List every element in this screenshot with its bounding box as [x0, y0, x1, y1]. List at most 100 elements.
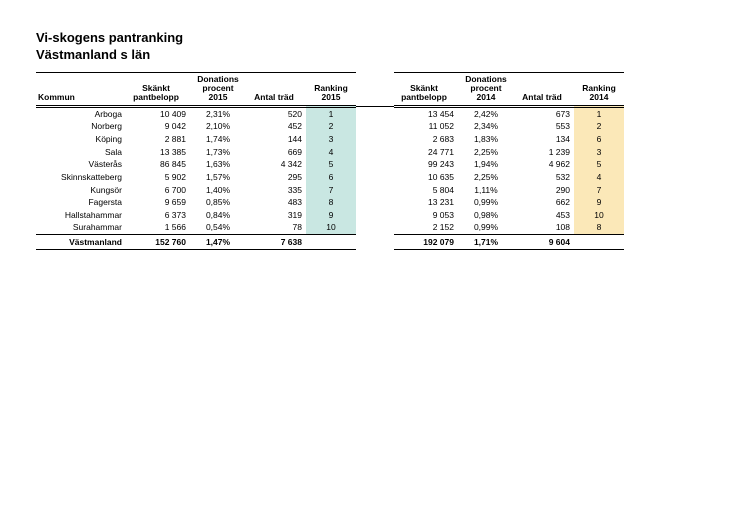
table-row: Köping2 8811,74%14432 6831,83%1346	[36, 133, 624, 146]
cell: 2,10%	[190, 120, 246, 133]
cell: 662	[514, 196, 574, 209]
cell: 9 053	[394, 209, 458, 222]
cell: 2	[574, 120, 624, 133]
ranking-table: Kommun Skänktpantbelopp Donationsprocent…	[36, 72, 624, 250]
cell: 9	[306, 209, 356, 222]
cell: 335	[246, 184, 306, 197]
cell: 99 243	[394, 158, 458, 171]
cell: 4	[306, 146, 356, 159]
cell: 2 881	[126, 133, 190, 146]
cell: Fagersta	[36, 196, 126, 209]
hdr-kommun: Kommun	[36, 72, 126, 106]
cell	[356, 221, 394, 234]
cell: Sala	[36, 146, 126, 159]
cell: 2,34%	[458, 120, 514, 133]
cell: 1,94%	[458, 158, 514, 171]
total-pant15: 152 760	[126, 235, 190, 250]
cell: 86 845	[126, 158, 190, 171]
cell: 0,85%	[190, 196, 246, 209]
table-row: Västerås86 8451,63%4 342 5 99 2431,94%4 96…	[36, 158, 624, 171]
hdr-pant-2014: Skänktpantbelopp	[394, 72, 458, 106]
total-rank14	[574, 235, 624, 250]
cell: 9 659	[126, 196, 190, 209]
cell	[356, 120, 394, 133]
cell: Köping	[36, 133, 126, 146]
cell: 7	[306, 184, 356, 197]
cell: Västerås	[36, 158, 126, 171]
title-line1: Vi-skogens pantranking	[36, 30, 183, 45]
cell	[356, 133, 394, 146]
cell: 0,99%	[458, 196, 514, 209]
cell	[356, 171, 394, 184]
hdr-rank-2015: Ranking2015	[306, 72, 356, 106]
cell: 319	[246, 209, 306, 222]
page-title: Vi-skogens pantranking Västmanland s län	[36, 30, 710, 64]
total-proc15: 1,47%	[190, 235, 246, 250]
cell: 108	[514, 221, 574, 234]
cell: 0,98%	[458, 209, 514, 222]
cell: Arboga	[36, 106, 126, 120]
cell: Hallstahammar	[36, 209, 126, 222]
cell: 10	[574, 209, 624, 222]
title-line2: Västmanland s län	[36, 47, 150, 62]
cell	[356, 184, 394, 197]
cell: 520	[246, 106, 306, 120]
table-row: Fagersta9 6590,85%483813 2310,99%6629	[36, 196, 624, 209]
cell: 5 804	[394, 184, 458, 197]
cell: 1,73%	[190, 146, 246, 159]
hdr-trad-2015: Antal träd	[246, 72, 306, 106]
total-proc14: 1,71%	[458, 235, 514, 250]
cell: 6 373	[126, 209, 190, 222]
cell: 9 042	[126, 120, 190, 133]
cell: 532	[514, 171, 574, 184]
cell: 10 635	[394, 171, 458, 184]
table-row: Norberg9 0422,10%452211 0522,34%5532	[36, 120, 624, 133]
col-gap	[356, 72, 394, 106]
hdr-proc-2015: Donationsprocent2015	[190, 72, 246, 106]
cell: 2,31%	[190, 106, 246, 120]
cell: 669	[246, 146, 306, 159]
total-rank15	[306, 235, 356, 250]
cell: 1	[306, 106, 356, 120]
cell: 10	[306, 221, 356, 234]
table-row: Skinnskatteberg5 9021,57%295610 6352,25%…	[36, 171, 624, 184]
total-kommun: Västmanland	[36, 235, 126, 250]
cell: 3	[306, 133, 356, 146]
cell: 1,11%	[458, 184, 514, 197]
cell	[356, 196, 394, 209]
cell: 483	[246, 196, 306, 209]
table-row: Kungsör6 7001,40%33575 8041,11%2907	[36, 184, 624, 197]
table-body: Arboga10 4092,31%520113 4542,42%6731Norb…	[36, 106, 624, 234]
hdr-rank-2014: Ranking2014	[574, 72, 624, 106]
cell: 1,63%	[190, 158, 246, 171]
total-trad15: 7 638	[246, 235, 306, 250]
cell: 1,83%	[458, 133, 514, 146]
cell: 0,84%	[190, 209, 246, 222]
cell: 1,40%	[190, 184, 246, 197]
cell: 0,99%	[458, 221, 514, 234]
cell: 11 052	[394, 120, 458, 133]
cell: 78	[246, 221, 306, 234]
cell: 13 231	[394, 196, 458, 209]
cell: 4 342	[246, 158, 306, 171]
cell: 1,74%	[190, 133, 246, 146]
cell: 2,25%	[458, 146, 514, 159]
cell: 290	[514, 184, 574, 197]
cell: 4 962	[514, 158, 574, 171]
cell: 553	[514, 120, 574, 133]
cell: 6	[574, 133, 624, 146]
total-pant14: 192 079	[394, 235, 458, 250]
cell: 1 239	[514, 146, 574, 159]
cell: 452	[246, 120, 306, 133]
cell	[356, 209, 394, 222]
cell: 8	[306, 196, 356, 209]
cell: Kungsör	[36, 184, 126, 197]
cell	[356, 106, 394, 120]
cell: 144	[246, 133, 306, 146]
cell: 8	[574, 221, 624, 234]
cell: 1	[574, 106, 624, 120]
hdr-proc-2014: Donationsprocent2014	[458, 72, 514, 106]
cell: 13 454	[394, 106, 458, 120]
cell: Skinnskatteberg	[36, 171, 126, 184]
cell: 5	[574, 158, 624, 171]
